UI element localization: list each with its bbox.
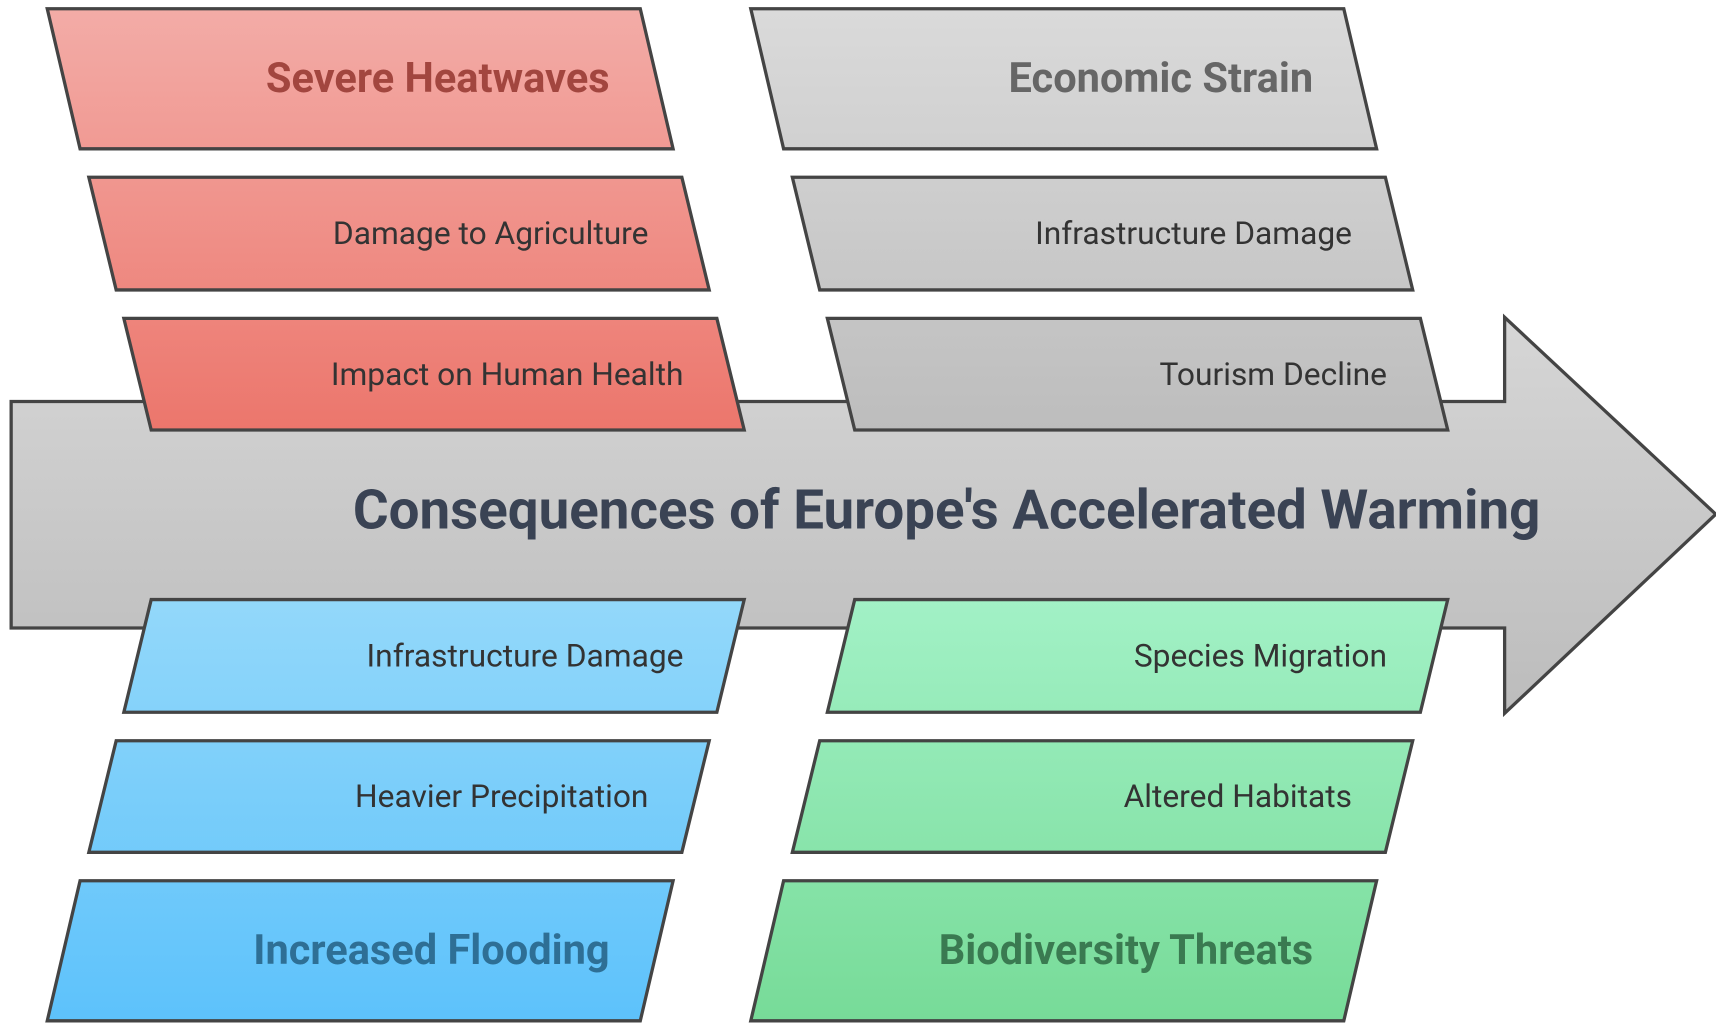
cause-box: [86, 739, 712, 854]
cause-item: Species Migration: [1134, 637, 1387, 674]
cause-item: Damage to Agriculture: [333, 215, 649, 252]
cause-box: [121, 316, 747, 432]
cause-box: [45, 879, 676, 1023]
cause-box: [748, 7, 1379, 151]
group-heading: Increased Flooding: [253, 926, 609, 975]
cause-box: [790, 175, 1415, 292]
diagram-title: Consequences of Europe's Accelerated War…: [353, 479, 1541, 543]
cause-item: Altered Habitats: [1124, 778, 1352, 815]
cause-box: [86, 175, 712, 292]
group-heading: Biodiversity Threats: [939, 926, 1313, 975]
cause-item: Infrastructure Damage: [1035, 215, 1352, 252]
cause-box: [825, 597, 1450, 714]
cause-item: Impact on Human Health: [331, 356, 684, 393]
cause-item: Infrastructure Damage: [367, 637, 684, 674]
group-heading: Severe Heatwaves: [266, 54, 610, 103]
cause-item: Tourism Decline: [1160, 356, 1387, 393]
group-heading: Economic Strain: [1009, 54, 1314, 103]
cause-box: [748, 879, 1379, 1023]
cause-box: [790, 739, 1415, 854]
cause-box: [825, 316, 1450, 432]
cause-box: [121, 597, 747, 714]
cause-box: [45, 7, 676, 151]
cause-item: Heavier Precipitation: [355, 778, 648, 815]
